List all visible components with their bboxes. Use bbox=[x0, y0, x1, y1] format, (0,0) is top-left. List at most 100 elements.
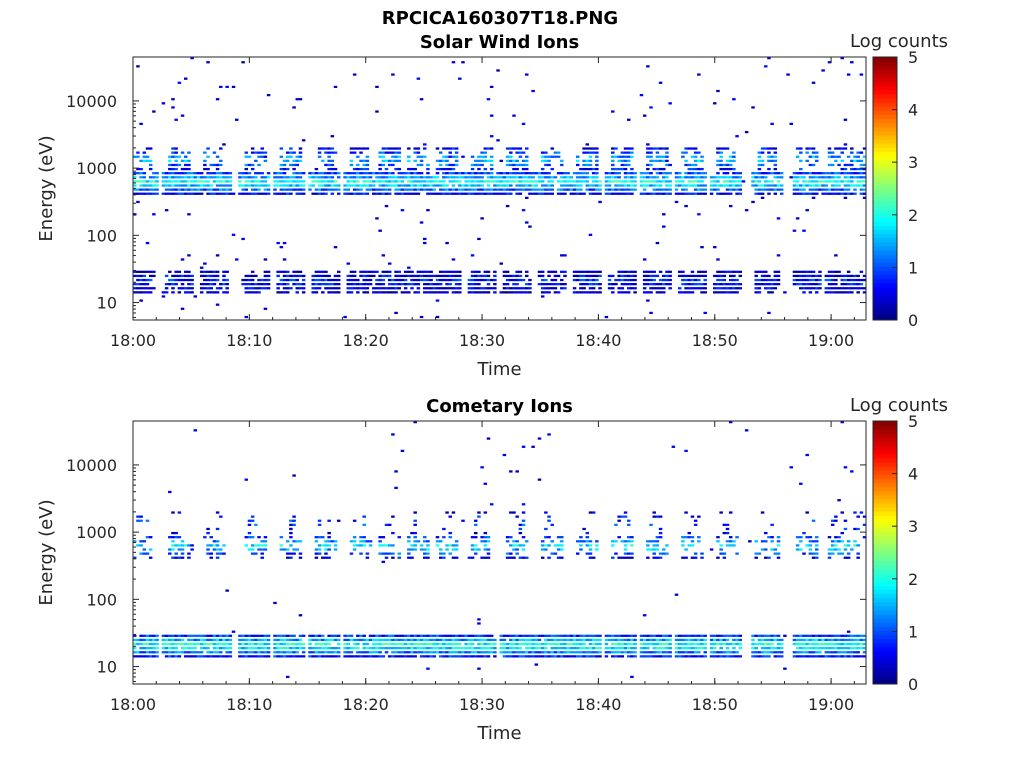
data-cell bbox=[448, 163, 452, 167]
data-cell bbox=[681, 155, 685, 158]
data-cell bbox=[483, 147, 488, 150]
data-cell bbox=[505, 192, 510, 195]
data-cell bbox=[509, 287, 513, 290]
data-cell bbox=[438, 283, 443, 286]
data-cell bbox=[512, 642, 516, 646]
data-cell bbox=[250, 519, 255, 522]
data-cell bbox=[333, 634, 338, 637]
data-cell bbox=[352, 647, 357, 650]
data-cell bbox=[435, 536, 440, 539]
data-cell bbox=[767, 291, 771, 294]
data-cell bbox=[356, 147, 360, 150]
data-cell bbox=[722, 278, 727, 282]
data-cell bbox=[477, 618, 481, 621]
data-cell bbox=[247, 163, 252, 167]
data-cell bbox=[215, 176, 220, 179]
data-cell bbox=[139, 638, 143, 642]
data-cell bbox=[359, 536, 363, 539]
data-cell bbox=[206, 552, 210, 555]
data-cell bbox=[301, 180, 306, 183]
data-cell bbox=[375, 270, 379, 273]
colorbar-segment bbox=[873, 482, 897, 488]
data-cell bbox=[639, 642, 644, 646]
data-cell bbox=[489, 651, 494, 654]
data-cell bbox=[391, 172, 395, 175]
data-cell bbox=[846, 651, 851, 654]
data-cell bbox=[856, 180, 860, 183]
data-cell bbox=[285, 540, 290, 543]
data-cell bbox=[773, 270, 778, 273]
data-cell bbox=[792, 184, 797, 187]
data-cell bbox=[301, 291, 306, 294]
data-cell bbox=[343, 634, 347, 637]
data-cell bbox=[356, 163, 360, 167]
data-cell bbox=[203, 278, 207, 282]
data-cell bbox=[553, 274, 558, 278]
data-cell bbox=[716, 638, 720, 642]
data-cell bbox=[387, 262, 392, 265]
data-cell bbox=[684, 163, 688, 167]
data-cell bbox=[442, 287, 446, 290]
data-cell bbox=[591, 638, 596, 642]
data-cell bbox=[164, 180, 169, 183]
data-cell bbox=[598, 287, 602, 290]
data-cell bbox=[808, 147, 813, 150]
data-cell bbox=[827, 651, 832, 654]
data-cell bbox=[834, 180, 838, 183]
data-cell bbox=[611, 176, 615, 179]
data-cell bbox=[142, 184, 147, 187]
data-cell bbox=[585, 147, 590, 150]
data-cell bbox=[579, 172, 583, 175]
data-cell bbox=[365, 651, 370, 654]
data-cell bbox=[391, 184, 395, 187]
data-cell bbox=[139, 540, 143, 543]
data-cell bbox=[764, 634, 768, 637]
data-cell bbox=[795, 172, 800, 175]
data-cell bbox=[378, 655, 382, 658]
data-cell bbox=[655, 548, 660, 551]
data-cell bbox=[333, 638, 338, 642]
data-cell bbox=[435, 642, 440, 646]
data-cell bbox=[438, 556, 443, 559]
data-cell bbox=[298, 151, 303, 154]
data-cell bbox=[853, 655, 857, 658]
data-cell bbox=[716, 270, 720, 273]
data-cell bbox=[805, 287, 809, 290]
data-cell bbox=[697, 655, 701, 658]
data-cell bbox=[722, 163, 727, 167]
data-cell bbox=[572, 192, 577, 195]
data-cell bbox=[206, 651, 210, 654]
data-cell bbox=[474, 523, 478, 526]
data-cell bbox=[709, 184, 714, 187]
data-cell bbox=[859, 270, 864, 273]
data-cell bbox=[626, 155, 631, 158]
data-cell bbox=[209, 291, 213, 294]
data-cell bbox=[244, 651, 249, 654]
data-cell bbox=[365, 274, 370, 278]
data-cell bbox=[509, 651, 513, 654]
data-cell bbox=[668, 192, 672, 195]
data-cell bbox=[585, 159, 590, 162]
data-cell bbox=[582, 642, 586, 646]
data-cell bbox=[206, 188, 210, 191]
data-cell bbox=[276, 651, 280, 654]
data-cell bbox=[732, 634, 736, 637]
data-cell bbox=[387, 192, 392, 195]
data-cell bbox=[544, 278, 548, 282]
data-cell bbox=[263, 544, 268, 547]
data-cell bbox=[260, 192, 264, 195]
data-cell bbox=[206, 548, 210, 551]
data-cell bbox=[668, 274, 672, 278]
data-cell bbox=[595, 270, 599, 273]
data-cell bbox=[556, 634, 561, 637]
data-cell bbox=[604, 172, 609, 175]
data-cell bbox=[279, 270, 284, 273]
data-cell bbox=[289, 278, 293, 282]
colorbar-segment bbox=[873, 155, 897, 161]
data-cell bbox=[289, 523, 293, 526]
data-cell bbox=[263, 651, 268, 654]
data-cell bbox=[279, 634, 284, 637]
colorbar-segment bbox=[873, 85, 897, 91]
data-cell bbox=[489, 159, 494, 162]
data-cell bbox=[266, 638, 271, 642]
